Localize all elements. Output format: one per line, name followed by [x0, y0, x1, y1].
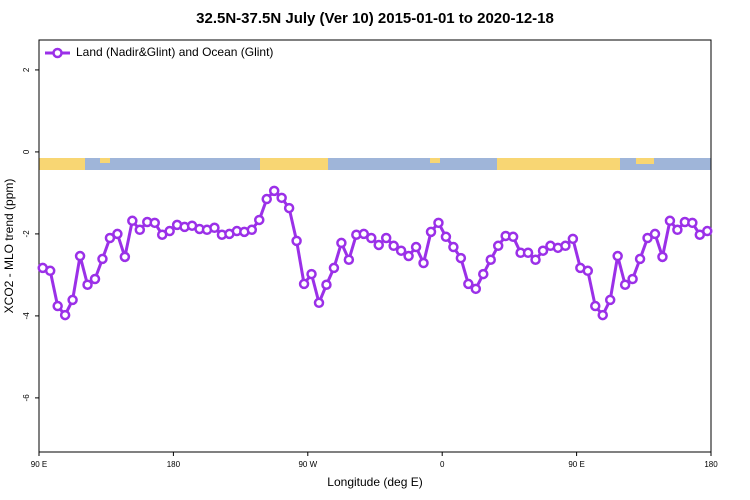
data-point — [492, 240, 504, 252]
data-point — [164, 225, 175, 237]
x-tick-label: 0 — [440, 460, 445, 469]
data-point — [627, 273, 638, 285]
y-tick-label: -4 — [22, 312, 31, 320]
data-point — [366, 232, 377, 244]
data-point — [425, 226, 437, 238]
data-point — [530, 254, 541, 265]
data-point — [582, 265, 594, 277]
data-point — [306, 268, 317, 280]
land-band — [636, 158, 654, 164]
data-point — [127, 215, 138, 227]
data-point — [119, 251, 131, 263]
data-point — [268, 185, 280, 197]
data-point — [313, 297, 325, 309]
data-point — [619, 279, 631, 290]
data-point — [59, 309, 71, 321]
data-point — [702, 225, 713, 237]
data-point — [336, 237, 347, 249]
data-point — [395, 245, 407, 256]
data-point — [276, 192, 287, 204]
data-point — [298, 278, 310, 290]
land-band — [39, 158, 85, 170]
data-point — [261, 193, 272, 205]
plot-frame — [38, 39, 712, 453]
x-tick-label: 90 E — [568, 460, 584, 469]
data-point — [380, 232, 392, 244]
data-point — [657, 251, 668, 263]
y-tick-label: -2 — [22, 230, 31, 238]
data-point — [104, 232, 116, 244]
data-point — [410, 241, 422, 253]
data-point — [485, 254, 496, 265]
data-point — [590, 300, 601, 312]
data-point — [97, 253, 108, 265]
data-point — [455, 252, 467, 264]
data-point — [209, 222, 220, 234]
data-point — [67, 294, 78, 306]
data-point — [522, 247, 534, 259]
data-point — [440, 231, 452, 243]
x-axis-label: Longitude (deg E) — [327, 475, 422, 489]
data-point — [358, 228, 370, 240]
data-point — [649, 228, 661, 240]
land-band — [100, 158, 110, 163]
data-point — [433, 217, 444, 229]
data-point — [44, 265, 56, 277]
y-tick-label: 2 — [22, 67, 31, 72]
data-point — [687, 217, 698, 229]
data-point — [283, 202, 295, 214]
data-point — [328, 262, 340, 274]
data-point — [403, 250, 414, 262]
x-tick-label: 90 W — [298, 460, 317, 469]
data-point — [567, 233, 579, 245]
data-point — [246, 224, 258, 236]
data-point — [612, 250, 623, 262]
data-point — [254, 214, 265, 226]
land-band — [497, 158, 620, 170]
data-point — [448, 241, 459, 253]
data-point — [418, 257, 429, 269]
data-point — [82, 279, 93, 290]
legend-label: Land (Nadir&Glint) and Ocean (Glint) — [76, 45, 273, 59]
data-point — [74, 250, 86, 262]
data-point — [149, 217, 160, 229]
x-tick-label: 180 — [704, 460, 718, 469]
surface-band — [39, 158, 711, 170]
data-point — [597, 309, 608, 321]
data-point — [321, 279, 332, 290]
data-point — [112, 228, 123, 240]
y-axis-label: XCO2 - MLO trend (ppm) — [2, 179, 16, 314]
y-tick-label: -6 — [22, 394, 31, 402]
data-point — [134, 224, 146, 236]
legend-marker — [52, 47, 63, 59]
data-point — [664, 215, 676, 227]
data-point — [52, 300, 63, 312]
x-tick-label: 180 — [167, 460, 181, 469]
data-point — [672, 224, 683, 236]
data-point — [604, 294, 616, 306]
chart-title: 32.5N-37.5N July (Ver 10) 2015-01-01 to … — [196, 10, 554, 27]
data-point — [560, 240, 571, 252]
land-band — [260, 158, 328, 170]
data-point — [291, 235, 302, 247]
data-point — [478, 268, 489, 280]
data-point — [470, 283, 482, 295]
data-point — [373, 239, 384, 251]
data-point — [634, 253, 646, 265]
data-point — [89, 273, 101, 285]
y-tick-label: 0 — [22, 149, 31, 154]
x-tick-label: 90 E — [31, 460, 47, 469]
data-point — [507, 231, 519, 243]
data-point — [388, 240, 399, 252]
data-point — [642, 232, 653, 244]
data-point — [463, 278, 474, 290]
data-point — [343, 254, 355, 265]
data-point — [537, 245, 549, 256]
land-band — [430, 158, 440, 163]
